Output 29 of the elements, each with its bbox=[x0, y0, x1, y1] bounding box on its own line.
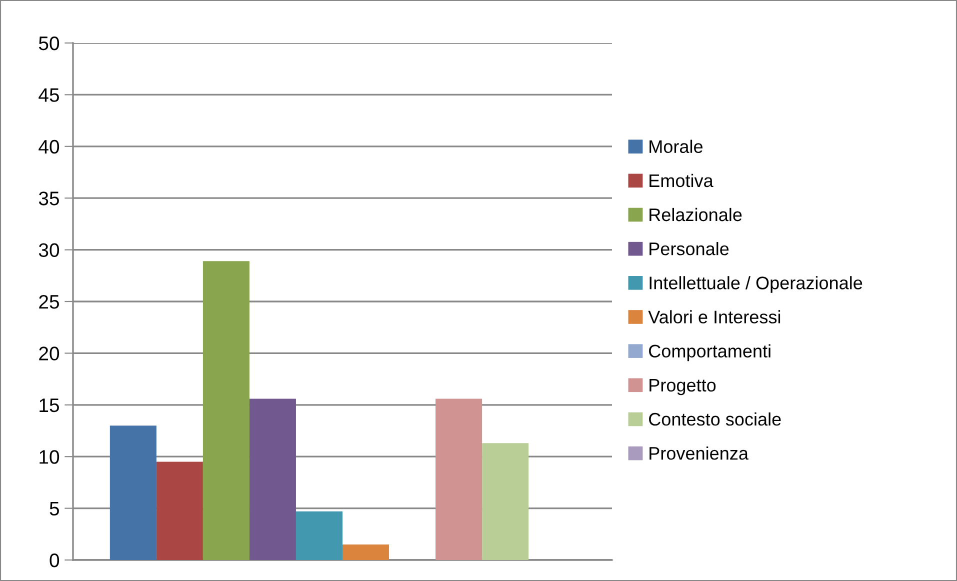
legend-label: Progetto bbox=[650, 378, 716, 396]
legend-label: Provenienza bbox=[650, 446, 748, 460]
y-tick-label: 40 bbox=[38, 140, 60, 154]
legend-label: Personale bbox=[650, 242, 729, 256]
y-tick-label: 30 bbox=[38, 243, 60, 258]
legend-label: Relazionale bbox=[650, 208, 742, 222]
bar bbox=[436, 398, 482, 560]
y-tick-label: 5 bbox=[50, 502, 59, 516]
legend-label: Valori e Interessi bbox=[648, 310, 780, 324]
legend-label: Comportamenti bbox=[649, 344, 770, 362]
bar bbox=[202, 261, 250, 560]
bar bbox=[296, 511, 342, 560]
y-tick-label: 20 bbox=[39, 346, 60, 360]
legend-label: Morale bbox=[650, 140, 702, 154]
y-tick-label: 15 bbox=[40, 398, 59, 412]
y-tick-label: 50 bbox=[38, 36, 60, 50]
legend-label: Contesto sociale bbox=[649, 412, 781, 426]
legend-label: Emotiva bbox=[650, 174, 714, 188]
bar bbox=[249, 398, 296, 560]
y-tick-label: 25 bbox=[39, 294, 59, 309]
y-tick-label: 35 bbox=[38, 192, 59, 206]
bar bbox=[156, 462, 203, 560]
bar bbox=[482, 443, 529, 560]
bar bbox=[342, 544, 390, 560]
bar bbox=[110, 426, 156, 560]
legend-label: Intellettuale / Operazionale bbox=[650, 276, 862, 293]
y-tick-label: 0 bbox=[50, 553, 60, 568]
y-tick-label: 10 bbox=[40, 450, 60, 464]
y-tick-label: 45 bbox=[38, 88, 59, 102]
